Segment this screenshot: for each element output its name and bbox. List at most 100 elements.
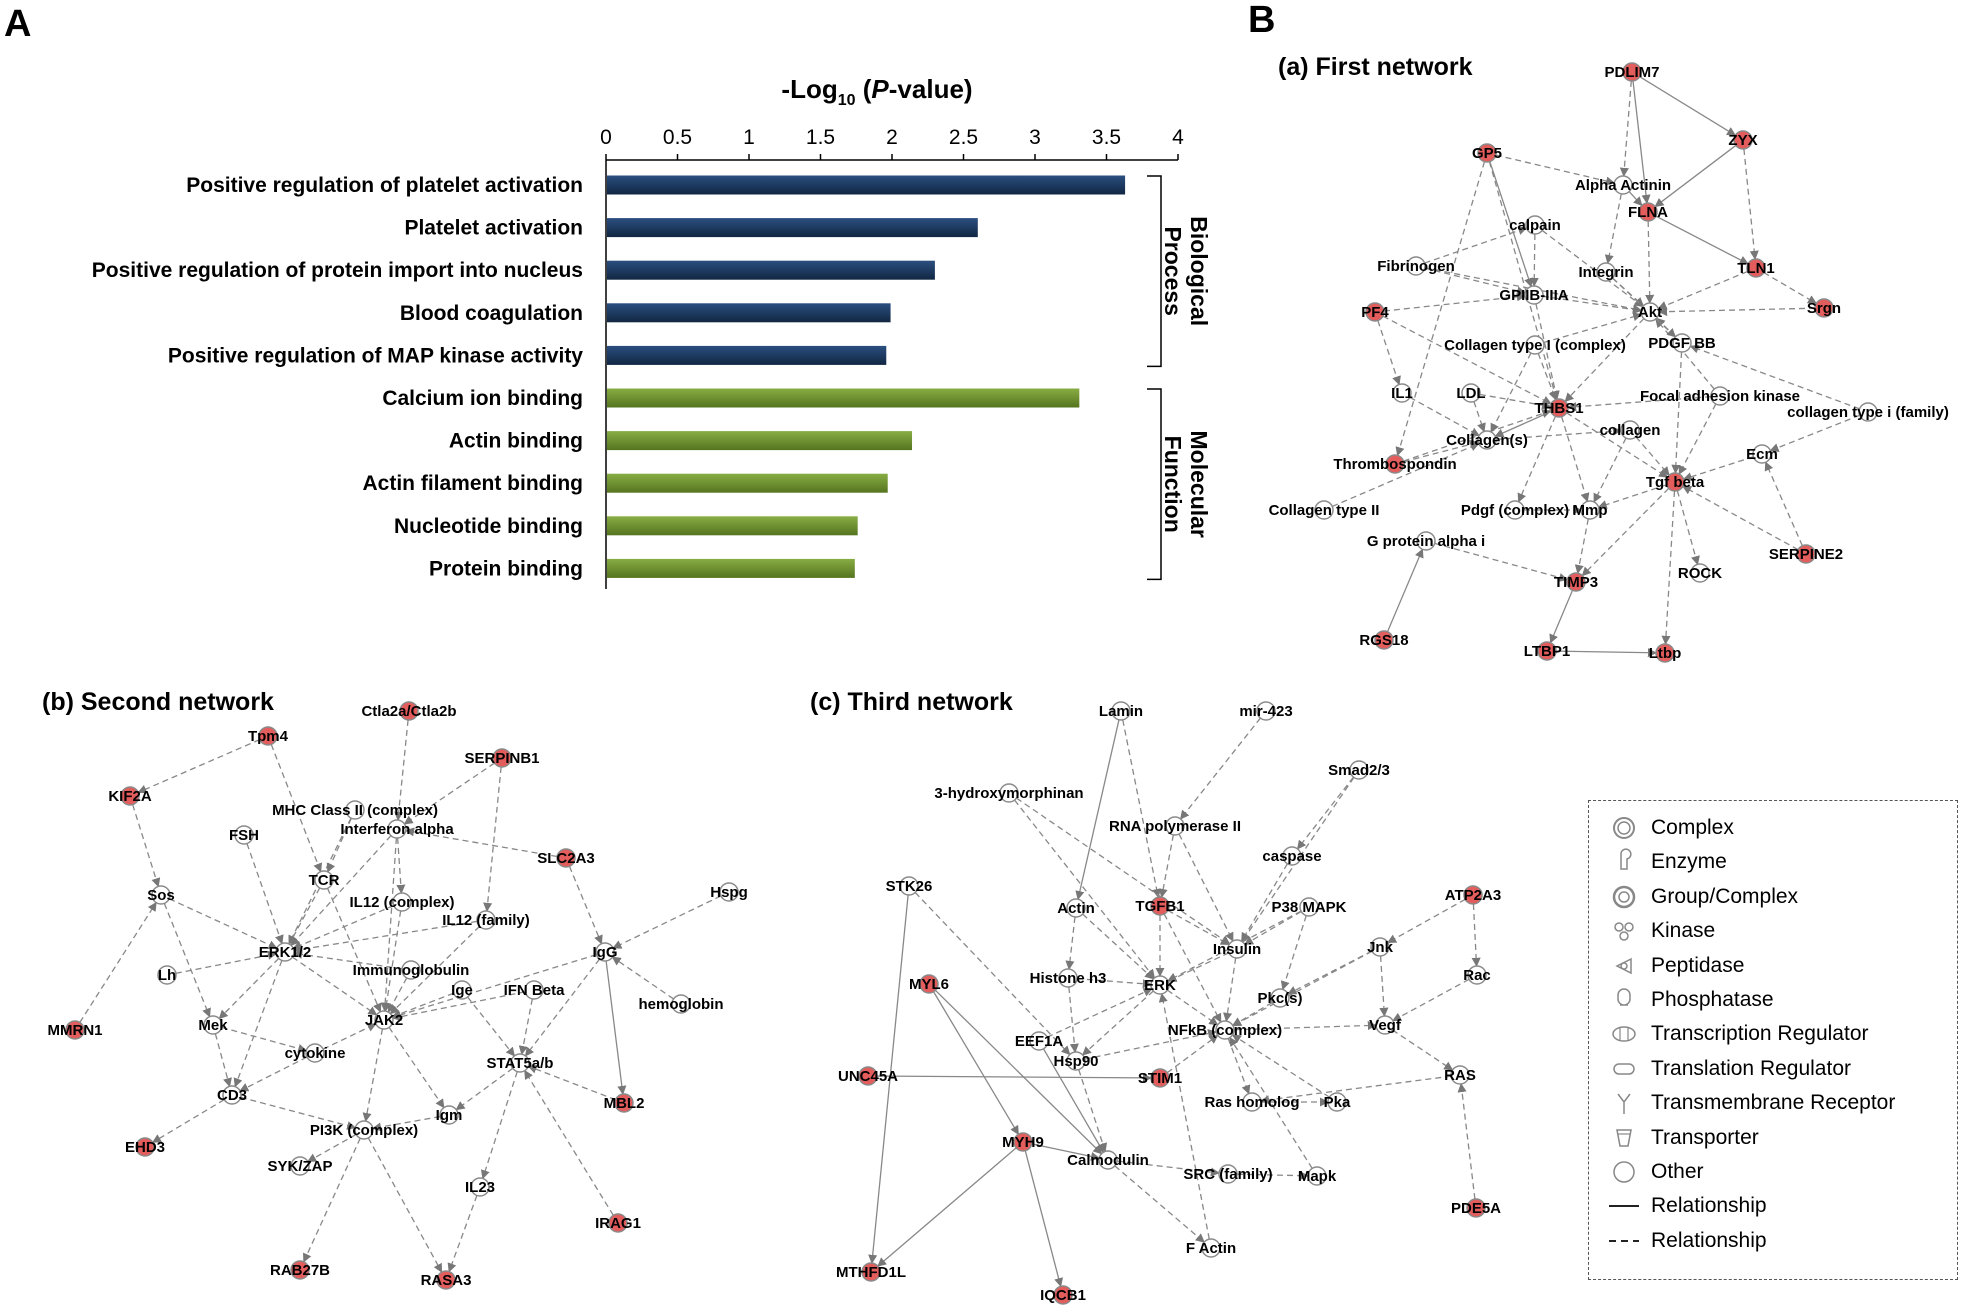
- network-edge: [1473, 401, 1486, 433]
- group-complex-icon: [1612, 885, 1636, 909]
- network-node: [1013, 1132, 1033, 1152]
- network-node: [1374, 630, 1394, 650]
- node-label: Ige: [451, 982, 473, 999]
- network-node: [1537, 641, 1557, 661]
- network-edge: [1229, 1036, 1313, 1169]
- x-tick-label: 3: [1029, 126, 1041, 149]
- network-edge: [292, 920, 478, 954]
- network-edge: [1537, 353, 1558, 401]
- network-2: (b) Second network Ctla2a/Ctla2b Tpm4 SERPI…: [42, 688, 748, 1290]
- network-edge: [914, 892, 1071, 1056]
- bar: [607, 175, 1126, 195]
- network-node: [1463, 885, 1483, 905]
- network-edge: [1671, 351, 1683, 474]
- network-node: [1580, 500, 1600, 520]
- network-edge: [1574, 518, 1589, 575]
- network-edge: [1068, 986, 1079, 1053]
- network-edge: [1555, 648, 1657, 658]
- node-label: TCR: [309, 872, 340, 889]
- node-label: Immunoglobulin: [353, 962, 470, 979]
- network-node: [1370, 937, 1390, 957]
- node-label: MTHFD1L: [836, 1264, 906, 1281]
- node-label: mir-423: [1239, 703, 1292, 720]
- node-label: Tpm4: [248, 728, 289, 745]
- node-label: Mapk: [1298, 1168, 1337, 1185]
- complex-icon: [1613, 817, 1635, 839]
- network-node: [1622, 62, 1642, 82]
- network-node: [1150, 896, 1170, 916]
- network-edge: [1655, 215, 1749, 265]
- network-edge: [455, 1067, 514, 1111]
- node-label: Hspg: [710, 884, 748, 901]
- network-node: [1111, 701, 1131, 721]
- network-node: [1165, 816, 1185, 836]
- network-edge: [1081, 990, 1154, 1056]
- network-edge: [1233, 1020, 1377, 1031]
- legend-item: Relationship: [1609, 1191, 1767, 1221]
- network-edge: [1635, 436, 1670, 476]
- legend-item: Phosphatase: [1609, 985, 1774, 1015]
- panel-b-label: B: [1248, 0, 1275, 41]
- node-label: Integrin: [1579, 264, 1634, 281]
- node-label: RASA3: [421, 1272, 472, 1289]
- network-node: [1467, 965, 1487, 985]
- network-edge: [388, 1027, 445, 1109]
- network-edge: [1377, 320, 1401, 386]
- node-label: LDL: [1456, 385, 1485, 402]
- network-edge: [1280, 915, 1307, 991]
- network-edge: [876, 1073, 1152, 1083]
- network-edge: [380, 837, 398, 1012]
- network-node: [1349, 760, 1369, 780]
- node-label: IRAG1: [595, 1215, 641, 1232]
- network-node: [1525, 335, 1545, 355]
- node-label: Pka: [1324, 1094, 1351, 1111]
- node-label: Tgf beta: [1646, 474, 1705, 491]
- node-label: IFN Beta: [504, 982, 566, 999]
- legend-item: Translation Regulator: [1609, 1054, 1851, 1084]
- network-node: [392, 892, 412, 912]
- network-edge: [1564, 318, 1645, 403]
- bar: [607, 345, 887, 365]
- node-label: MYL6: [909, 976, 949, 993]
- node-label: Pkc(s): [1257, 990, 1302, 1007]
- network-node: [1282, 846, 1302, 866]
- network-edge: [1763, 272, 1818, 304]
- network-edge: [1167, 909, 1230, 946]
- network-node: [1150, 1068, 1170, 1088]
- network-node: [1525, 215, 1545, 235]
- network-node: [401, 960, 421, 980]
- network-node: [492, 748, 512, 768]
- network-edge: [1560, 416, 1590, 503]
- network-title: (c) Third network: [810, 688, 1013, 716]
- network-node: [354, 1120, 374, 1140]
- network-node: [595, 942, 615, 962]
- group-bracket: [1147, 175, 1162, 368]
- network-edge: [1489, 161, 1533, 288]
- network-edge: [467, 996, 515, 1057]
- network-node: [387, 819, 407, 839]
- network-edge: [303, 1137, 361, 1263]
- network-node: [608, 1213, 628, 1233]
- network-edge: [1682, 456, 1754, 482]
- node-label: IL23: [465, 1179, 495, 1196]
- node-label: RGS18: [1359, 632, 1408, 649]
- transporter-icon: [1616, 1128, 1632, 1147]
- network-edge: [1769, 414, 1860, 452]
- legend-label: Other: [1651, 1160, 1704, 1183]
- network-node: [719, 882, 739, 902]
- network-node: [452, 980, 472, 1000]
- node-label: Igm: [436, 1107, 463, 1124]
- network-edge: [1241, 777, 1355, 943]
- network-edge: [132, 804, 161, 888]
- network-node: [1524, 285, 1544, 305]
- node-label: CD3: [217, 1087, 247, 1104]
- network-node: [1858, 402, 1878, 422]
- network-node: [1710, 386, 1730, 406]
- network-node: [1392, 383, 1412, 403]
- category-label: Positive regulation of platelet activati…: [186, 174, 583, 197]
- node-label: EHD3: [125, 1139, 165, 1156]
- network-edge: [447, 1195, 478, 1273]
- node-label: caspase: [1262, 848, 1321, 865]
- network-edge: [163, 903, 211, 1018]
- network-edge: [1227, 1038, 1251, 1095]
